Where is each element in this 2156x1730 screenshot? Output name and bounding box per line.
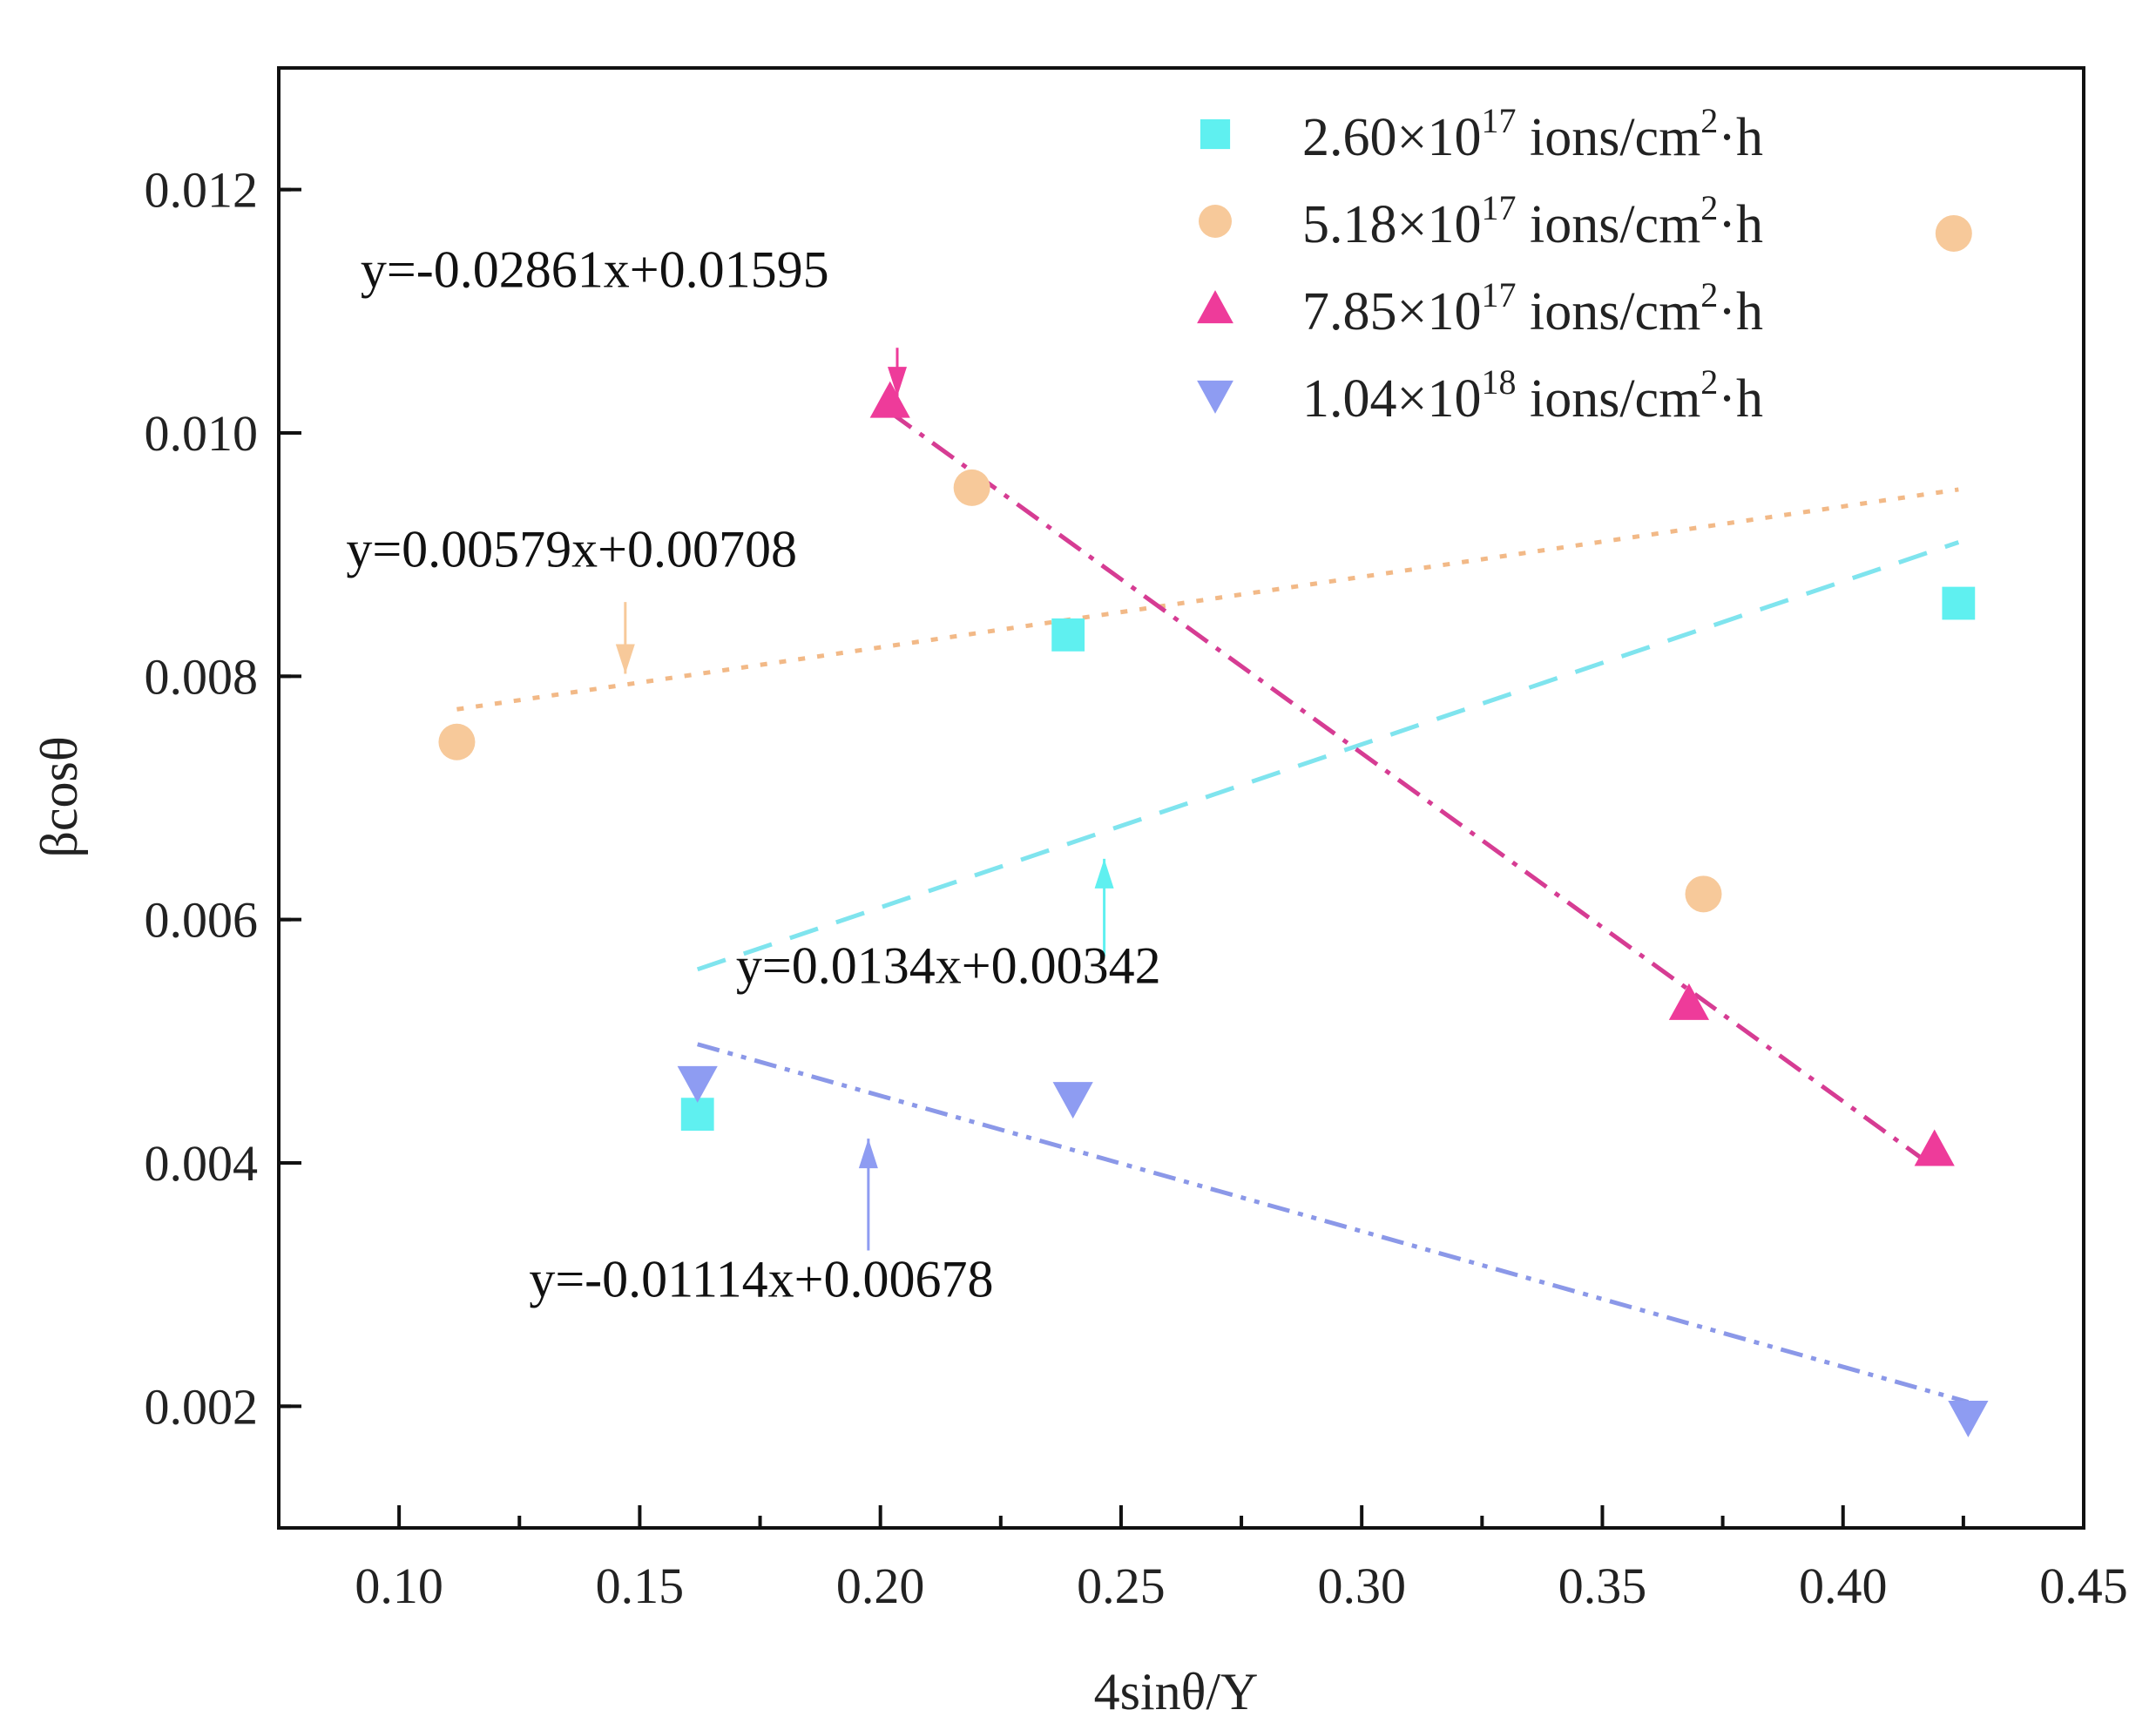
y-tick-label: 0.006 bbox=[145, 892, 259, 949]
legend: 2.60×1017 ions/cm2·h 5.18×1017 ions/cm2·h… bbox=[1197, 101, 1763, 429]
data-point-series-1 bbox=[680, 1098, 714, 1132]
x-tick-label: 0.40 bbox=[1799, 1558, 1888, 1614]
fit-equation-label: y=0.00579x+0.00708 bbox=[346, 521, 797, 578]
y-axis-title: βcosθ bbox=[30, 736, 88, 857]
data-point-series-3 bbox=[1668, 983, 1710, 1020]
x-tick-label: 0.45 bbox=[2039, 1558, 2128, 1614]
annotations: y=-0.02861x+0.01595 y=0.00579x+0.00708 y=0… bbox=[346, 240, 1160, 1308]
legend-marker bbox=[1199, 205, 1232, 238]
data-point-series-3 bbox=[869, 381, 910, 418]
x-axis-title: 4sinθ/Y bbox=[1094, 1663, 1259, 1720]
fit-line-series-2 bbox=[456, 487, 1959, 712]
legend-entry: 2.60×1017 ions/cm2·h bbox=[1302, 101, 1763, 167]
fit-line-series-4 bbox=[697, 1042, 1970, 1404]
y-tick-label: 0.010 bbox=[145, 405, 259, 462]
data-point-series-1 bbox=[1942, 586, 1976, 620]
legend-entry: 1.04×1018 ions/cm2·h bbox=[1302, 362, 1763, 429]
fit-lines bbox=[456, 410, 1970, 1404]
data-point-series-2 bbox=[1935, 214, 1972, 252]
y-tick-label: 0.008 bbox=[145, 648, 259, 705]
fit-equation-label: y=-0.02861x+0.01595 bbox=[361, 240, 829, 298]
fit-line-series-3 bbox=[889, 410, 1936, 1170]
data-point-series-2 bbox=[438, 723, 476, 760]
annotation-arrow-head bbox=[858, 1139, 878, 1169]
legend-marker bbox=[1197, 380, 1233, 414]
y-tick-label: 0.004 bbox=[145, 1135, 259, 1192]
x-tick-label: 0.30 bbox=[1317, 1558, 1406, 1614]
annotation-arrow-head bbox=[1094, 858, 1114, 889]
fit-equation-label: y=-0.01114x+0.00678 bbox=[529, 1251, 993, 1308]
data-point-series-2 bbox=[1685, 875, 1722, 913]
x-tick-label: 0.20 bbox=[836, 1558, 925, 1614]
fit-line-series-1 bbox=[696, 540, 1960, 972]
x-tick-label: 0.15 bbox=[596, 1558, 685, 1614]
y-tick-label: 0.002 bbox=[145, 1378, 259, 1435]
x-tick-label: 0.10 bbox=[355, 1558, 443, 1614]
data-point-series-3 bbox=[1914, 1129, 1955, 1166]
data-point-series-4 bbox=[1052, 1082, 1093, 1119]
annotation-arrow-head bbox=[888, 367, 908, 397]
annotation-arrow-head bbox=[615, 644, 635, 674]
legend-marker bbox=[1197, 290, 1233, 324]
legend-marker bbox=[1200, 118, 1231, 150]
data-point-series-1 bbox=[1051, 618, 1085, 652]
legend-entry: 5.18×1017 ions/cm2·h bbox=[1302, 188, 1763, 254]
x-tick-label: 0.35 bbox=[1558, 1558, 1647, 1614]
data-point-series-4 bbox=[1948, 1401, 1989, 1438]
legend-entry: 7.85×1017 ions/cm2·h bbox=[1302, 275, 1763, 341]
y-tick-label: 0.012 bbox=[145, 162, 259, 219]
fit-equation-label: y=0.0134x+0.00342 bbox=[736, 936, 1161, 994]
data-point-series-2 bbox=[953, 469, 990, 506]
plot-frame bbox=[277, 66, 2085, 1530]
data-point-series-4 bbox=[677, 1065, 718, 1103]
axes: 0.10 0.15 0.20 0.25 0.30 0.35 0.40 0.45 0.002 0.0… bbox=[145, 162, 2128, 1614]
x-tick-label: 0.25 bbox=[1077, 1558, 1166, 1614]
data-points bbox=[438, 214, 1989, 1438]
